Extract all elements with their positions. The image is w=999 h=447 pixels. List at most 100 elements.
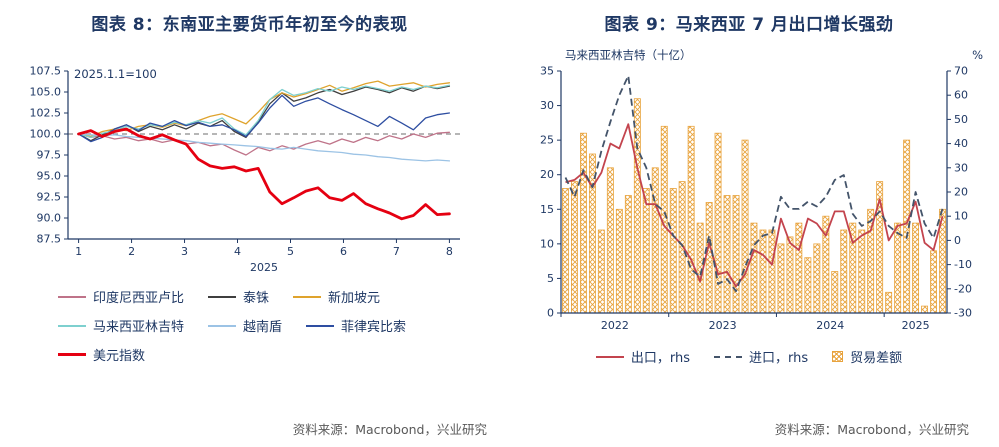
trade-balance-bar xyxy=(597,229,605,314)
trade-balance-bar xyxy=(885,291,893,314)
trade-balance-bar xyxy=(804,257,812,314)
axis-text: 40 xyxy=(954,137,968,150)
axis-text: 6 xyxy=(340,245,347,258)
trade-balance-bar xyxy=(732,195,740,314)
trade-balance-bar xyxy=(786,236,794,314)
fx-chart-title: 图表 8：东南亚主要货币年初至今的表现 xyxy=(91,15,408,35)
trade-balance-bar xyxy=(741,139,749,314)
legend-item-trade-balance: 贸易差额 xyxy=(832,347,902,366)
axis-text: 100.0 xyxy=(30,128,62,141)
panel-fx-chart: 图表 8：东南亚主要货币年初至今的表现 87.5 90.0 92.5 95.0 97.5… xyxy=(0,0,499,447)
axis-text: -30 xyxy=(954,307,972,320)
legend-label: 新加坡元 xyxy=(328,291,381,306)
trade-balance-bar xyxy=(696,222,704,314)
axis-text: 95.0 xyxy=(37,170,62,183)
panel-trade-chart: 图表 9：马来西亚 7 月出口增长强劲 0 5 10 15 20 25 30 35 -30 -20… xyxy=(499,0,999,447)
trade-balance-bar xyxy=(624,195,632,314)
trade-balance-bar xyxy=(606,167,614,314)
trade-balance-bar xyxy=(912,222,919,314)
trade-balance-bar xyxy=(669,188,677,314)
trade-balance-bar xyxy=(831,271,839,314)
legend-item-series-5: 菲律宾比索 xyxy=(306,316,406,335)
legend-item-series-0: 印度尼西亚卢比 xyxy=(58,287,184,306)
axis-text: 90.0 xyxy=(37,212,62,225)
trade-chart-title: 图表 9：马来西亚 7 月出口增长强劲 xyxy=(604,15,894,35)
legend-label: 越南盾 xyxy=(243,320,283,335)
trade-chart-canvas: 05101520253035-30-20-1001020304050607020… xyxy=(540,48,983,332)
legend-label: 进口，rhs xyxy=(748,351,809,366)
trade-balance-bar xyxy=(840,229,848,314)
axis-text: -10 xyxy=(954,258,972,271)
axis-text: 2025 xyxy=(902,319,930,332)
axis-text: 3 xyxy=(181,245,188,258)
legend-label: 泰铢 xyxy=(243,291,270,306)
legend-line-swatch xyxy=(208,324,237,327)
axis-text: 4 xyxy=(234,245,241,258)
legend-row: 马来西亚林吉特 越南盾 菲律宾比索 xyxy=(58,316,499,335)
axis-text: 35 xyxy=(540,65,554,78)
fx-source-text: 资料来源：Macrobond，兴业研究 xyxy=(292,422,487,437)
fx-series-line-3 xyxy=(77,84,451,139)
fx-series-line-6 xyxy=(77,127,451,221)
export-line xyxy=(565,123,944,288)
axis-text: 0 xyxy=(547,307,554,320)
trade-balance-bar xyxy=(633,98,641,314)
axis-text: 25 xyxy=(540,134,554,147)
legend-item-series-3: 马来西亚林吉特 xyxy=(58,316,184,335)
axis-text: 30 xyxy=(954,161,968,174)
axis-text: 5 xyxy=(547,272,554,285)
legend-label: 出口，rhs xyxy=(630,351,690,366)
trade-balance-bar xyxy=(705,201,713,314)
axis-text: 7 xyxy=(393,245,400,258)
fx-series-line-4 xyxy=(77,133,451,162)
legend-line-swatch xyxy=(58,295,86,298)
trade-chart-legend: 出口，rhs 进口，rhs 贸易差额 xyxy=(499,347,999,376)
axis-text: 20 xyxy=(540,168,554,181)
trade-balance-bar xyxy=(714,132,722,314)
axis-text: 2 xyxy=(128,245,135,258)
fx-chart-legend: 印度尼西亚卢比 泰铢 新加坡元马来西亚林吉特 越南盾 菲律宾比索美元指数 xyxy=(58,287,499,364)
axis-text: 107.5 xyxy=(30,65,62,78)
fx-series-line-0 xyxy=(77,131,451,156)
axis-text: 1 xyxy=(75,245,82,258)
axis-text: 15 xyxy=(540,203,554,216)
trade-balance-bar xyxy=(930,250,937,314)
trade-balance-bar xyxy=(921,305,928,314)
legend-item-series-2: 新加坡元 xyxy=(293,287,380,306)
legend-line-swatch xyxy=(208,295,237,298)
legend-item-export: 出口，rhs xyxy=(595,347,690,366)
legend-line-swatch xyxy=(293,295,322,298)
trade-balance-bar xyxy=(858,229,866,314)
axis-text: 10 xyxy=(954,210,968,223)
axis-text: 30 xyxy=(540,99,554,112)
axis-text: 0 xyxy=(954,234,961,247)
axis-text: 20 xyxy=(954,186,968,199)
legend-line-swatch xyxy=(306,324,335,327)
legend-row: 出口，rhs 进口，rhs 贸易差额 xyxy=(595,347,902,366)
trade-balance-bar xyxy=(651,167,659,314)
axis-text: 10 xyxy=(540,237,554,250)
axis-text: 2025 xyxy=(250,261,278,274)
axis-text: 5 xyxy=(287,245,294,258)
legend-line-swatch xyxy=(595,355,624,358)
axis-text: % xyxy=(972,48,983,62)
axis-text: 92.5 xyxy=(37,191,62,204)
legend-line-swatch xyxy=(58,324,86,327)
trade-source-text: 资料来源：Macrobond，兴业研究 xyxy=(774,422,969,437)
trade-balance-bar xyxy=(687,125,695,314)
legend-line-swatch xyxy=(713,355,742,358)
legend-row: 美元指数 xyxy=(58,345,499,364)
axis-text: 2023 xyxy=(709,319,737,332)
legend-label: 美元指数 xyxy=(93,349,146,364)
trade-balance-bar xyxy=(768,229,776,314)
axis-text: 105.0 xyxy=(30,86,62,99)
trade-balance-bar xyxy=(777,243,785,314)
legend-label: 贸易差额 xyxy=(850,351,903,366)
trade-balance-bar xyxy=(894,222,902,314)
axis-text: 2024 xyxy=(816,319,844,332)
trade-balance-bar xyxy=(642,188,650,314)
fx-series-line-1 xyxy=(77,85,451,142)
trade-balance-bars xyxy=(562,98,946,314)
trade-balance-bar xyxy=(813,243,821,314)
